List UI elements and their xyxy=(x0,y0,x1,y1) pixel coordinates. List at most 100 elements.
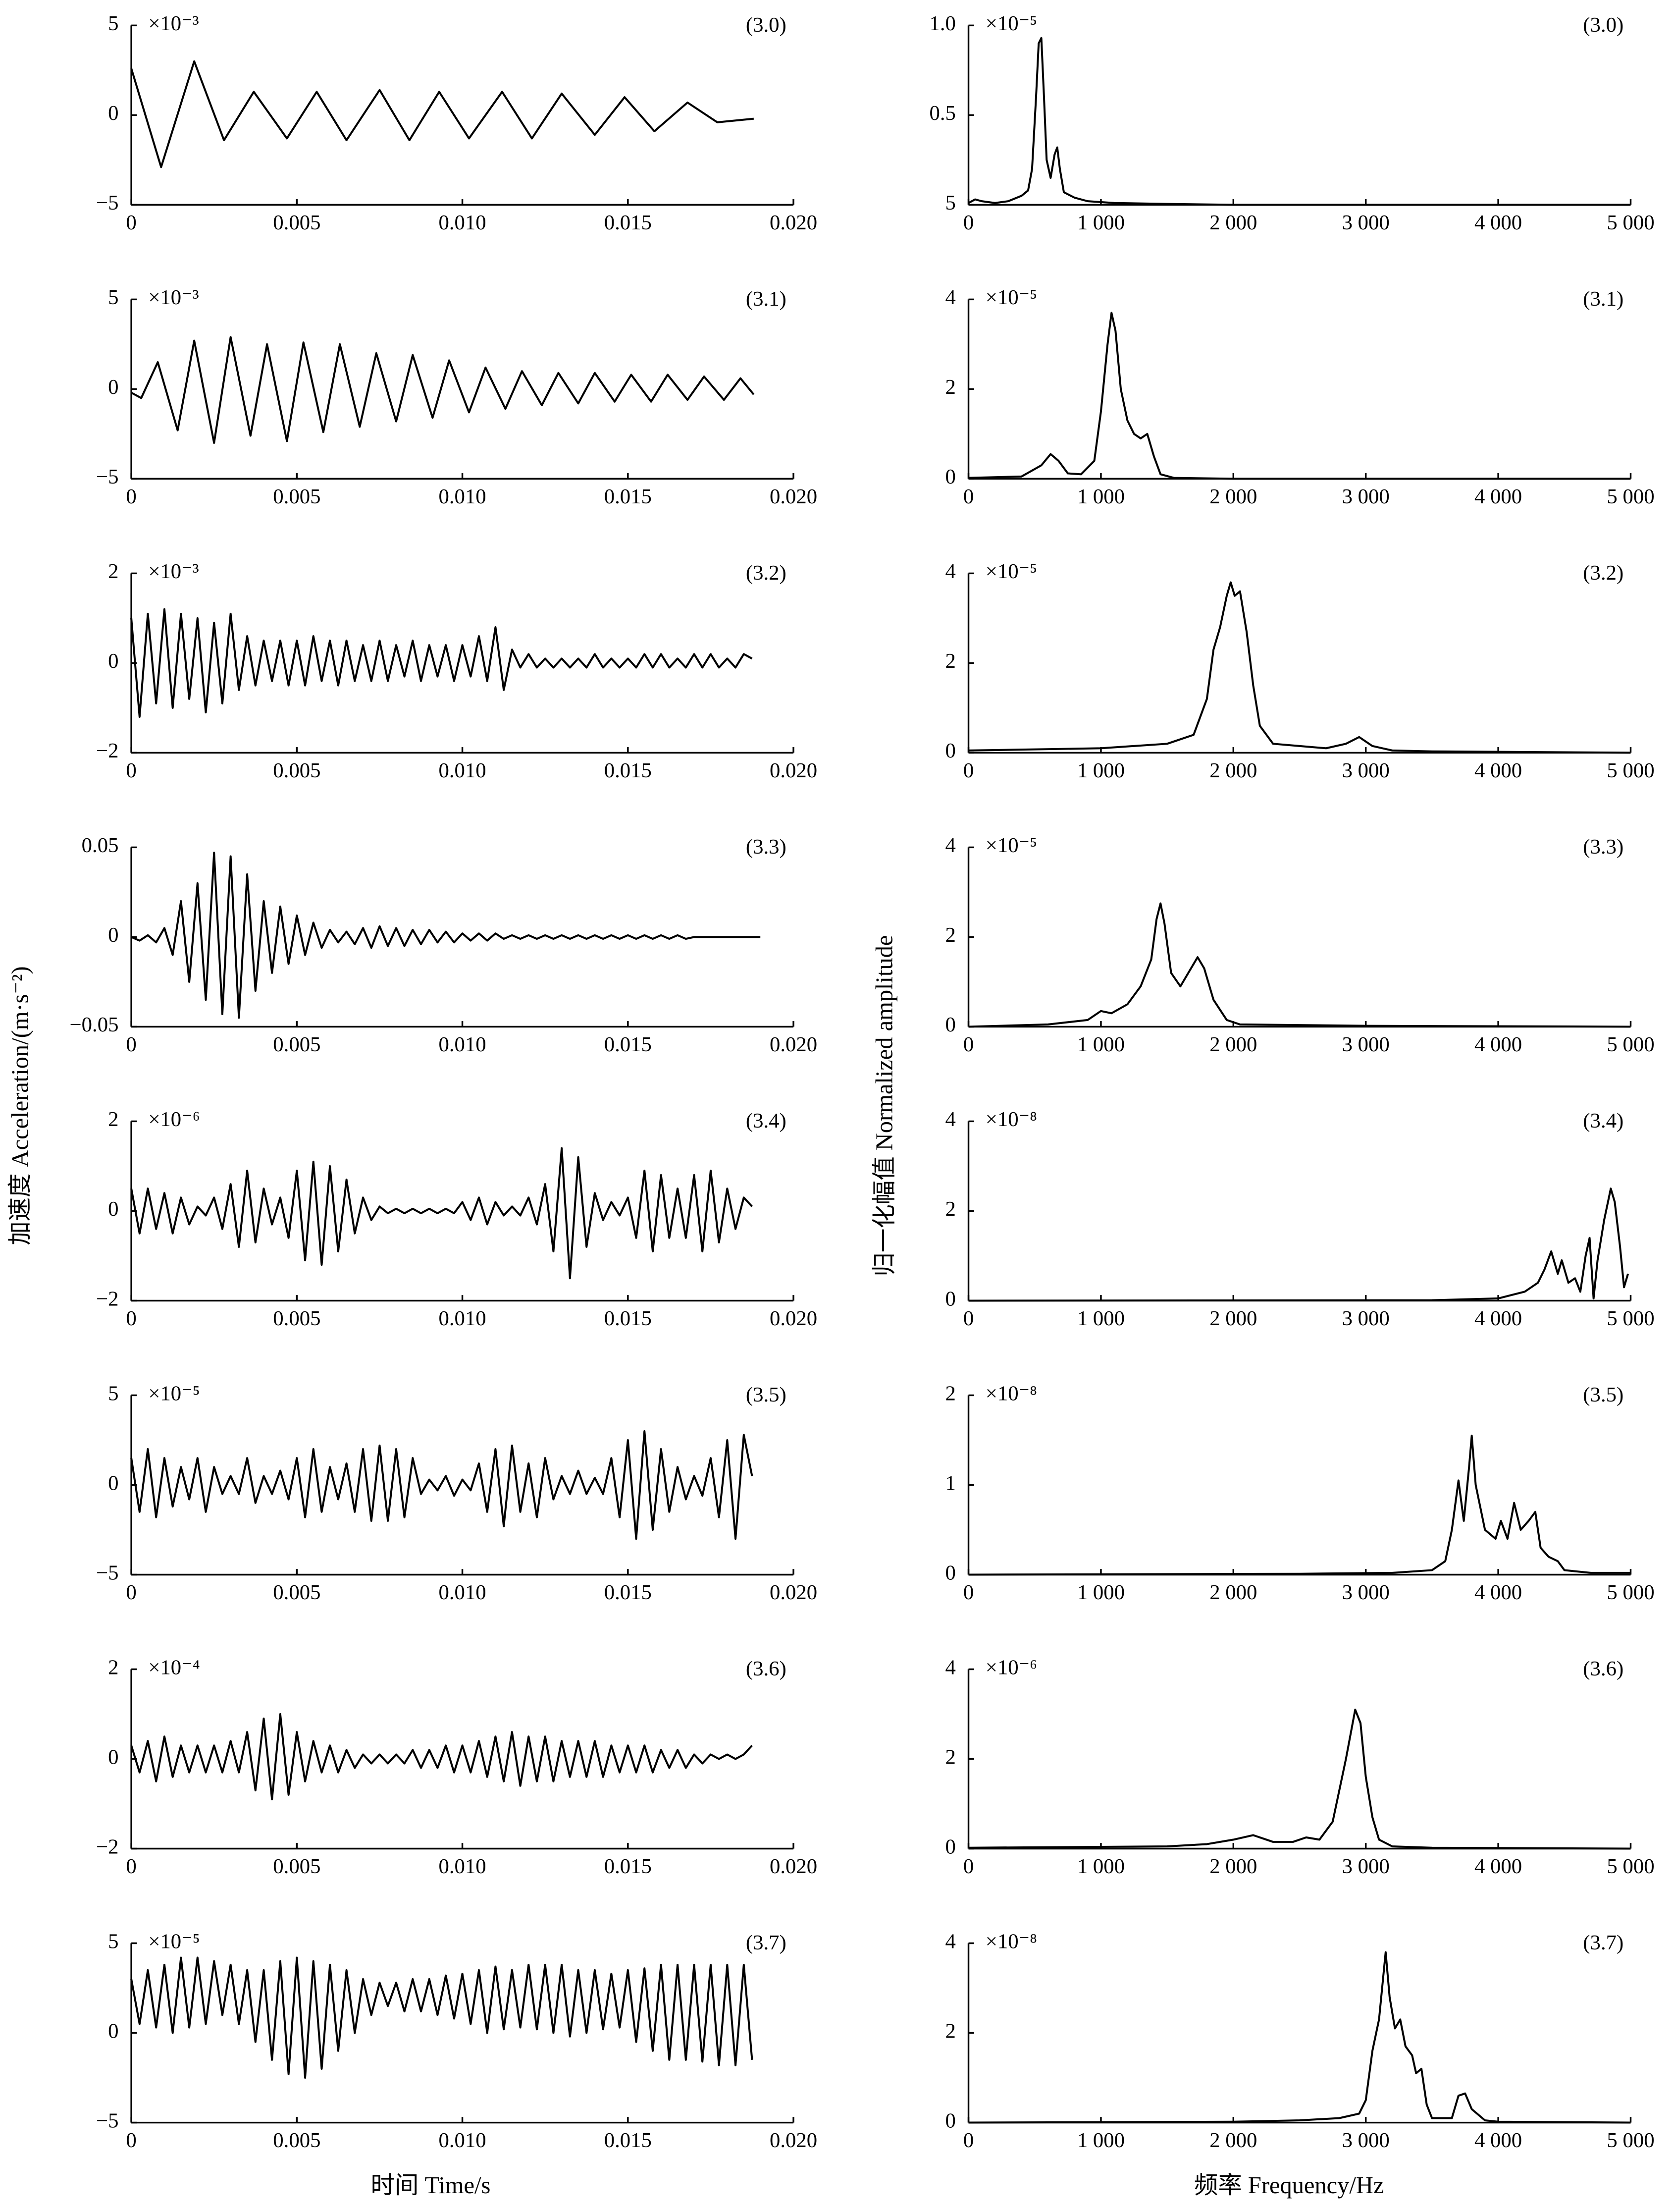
x-tick-label: 0.005 xyxy=(273,485,320,508)
multiplier: ×10⁻⁵ xyxy=(986,834,1037,857)
x-tick-label: 3 000 xyxy=(1342,2129,1390,2152)
x-tick-label: 3 000 xyxy=(1342,1855,1390,1878)
y-tick-label: 5 xyxy=(108,1382,118,1405)
x-tick-label: 1 000 xyxy=(1077,759,1125,782)
y-tick-label: 0 xyxy=(108,1471,118,1495)
x-tick-label: 4 000 xyxy=(1474,1033,1522,1056)
x-tick-label: 2 000 xyxy=(1209,485,1257,508)
multiplier: ×10⁻⁸ xyxy=(986,1108,1037,1131)
panel-label: (3.5) xyxy=(746,1383,786,1406)
y-tick-label: 0 xyxy=(108,102,118,125)
x-tick-label: 0.010 xyxy=(438,1033,486,1056)
y-tick-label: 2 xyxy=(945,1382,956,1405)
x-tick-label: 3 000 xyxy=(1342,1307,1390,1330)
panel-label: (3.2) xyxy=(1583,561,1623,585)
x-tick-label: 0.020 xyxy=(770,759,817,782)
x-tick-label: 0.005 xyxy=(273,1307,320,1330)
x-tick-label: 0 xyxy=(126,759,136,782)
y-tick-label: 0 xyxy=(108,649,118,673)
x-tick-label: 0.010 xyxy=(438,2129,486,2152)
multiplier: ×10⁻⁸ xyxy=(986,1382,1037,1405)
y-tick-label: −5 xyxy=(96,465,118,488)
panel-label: (3.6) xyxy=(1583,1657,1623,1680)
signal-line xyxy=(968,1187,1629,1302)
x-tick-label: 0 xyxy=(963,1581,974,1604)
x-tick-label: 1 000 xyxy=(1077,1855,1125,1878)
y-tick-label: 0.05 xyxy=(82,834,119,857)
x-tick-label: 3 000 xyxy=(1342,759,1390,782)
y-tick-label: 5 xyxy=(108,286,118,309)
x-tick-label: 0.005 xyxy=(273,211,320,234)
y-tick-label: 2 xyxy=(945,2019,956,2043)
y-tick-label: 2 xyxy=(108,1656,118,1679)
x-tick-label: 0.005 xyxy=(273,759,320,782)
y-tick-label: −5 xyxy=(96,1561,118,1584)
y-tick-label: −5 xyxy=(96,2109,118,2132)
x-tick-label: 1 000 xyxy=(1077,1307,1125,1330)
signal-line xyxy=(131,852,761,1019)
y-tick-label: 5 xyxy=(108,12,118,35)
x-tick-label: 0.010 xyxy=(438,1581,486,1604)
y-tick-label: 0 xyxy=(108,2019,118,2043)
y-tick-label: −2 xyxy=(96,1835,118,1858)
x-tick-label: 3 000 xyxy=(1342,485,1390,508)
y-tick-label: 4 xyxy=(945,1108,956,1131)
x-tick-label: 0.010 xyxy=(438,485,486,508)
x-tick-label: 0.015 xyxy=(604,1307,652,1330)
signal-line xyxy=(968,312,1631,480)
y-tick-label: 0 xyxy=(945,739,956,762)
x-tick-label: 0 xyxy=(963,2129,974,2152)
x-tick-label: 2 000 xyxy=(1209,759,1257,782)
x-tick-label: 2 000 xyxy=(1209,1581,1257,1604)
x-tick-label: 5 000 xyxy=(1607,485,1654,508)
y-tick-label: 2 xyxy=(945,649,956,673)
x-tick-label: 2 000 xyxy=(1209,2129,1257,2152)
panel-label: (3.4) xyxy=(1583,1109,1623,1133)
y-tick-label: 2 xyxy=(108,1108,118,1131)
x-tick-label: 0.015 xyxy=(604,759,652,782)
y-tick-label: 1 xyxy=(945,1471,956,1495)
x-tick-label: 5 000 xyxy=(1607,1307,1654,1330)
x-tick-label: 4 000 xyxy=(1474,1855,1522,1878)
x-tick-label: 5 000 xyxy=(1607,1581,1654,1604)
y-tick-label: 4 xyxy=(945,560,956,583)
y-tick-label: −0.05 xyxy=(70,1013,119,1036)
x-tick-label: 0.005 xyxy=(273,1581,320,1604)
signal-line xyxy=(130,60,754,168)
x-tick-label: 4 000 xyxy=(1474,1581,1522,1604)
x-tick-label: 5 000 xyxy=(1607,1033,1654,1056)
x-tick-label: 0 xyxy=(963,485,974,508)
panel-label: (3.5) xyxy=(1583,1383,1623,1406)
y-tick-label: 2 xyxy=(945,376,956,399)
y-tick-label: 0 xyxy=(108,1197,118,1221)
x-tick-label: 0 xyxy=(963,1307,974,1330)
signal-line xyxy=(968,1951,1631,2124)
panel-label: (3.0) xyxy=(1583,13,1623,37)
x-tick-label: 0.015 xyxy=(604,1855,652,1878)
panel-label: (3.0) xyxy=(746,13,786,37)
signal-line xyxy=(968,37,1631,206)
signal-line xyxy=(130,1713,753,1800)
multiplier: ×10⁻⁶ xyxy=(148,1108,200,1131)
signal-line xyxy=(130,608,753,718)
x-tick-label: 0.005 xyxy=(273,2129,320,2152)
y-tick-label: 0 xyxy=(945,1835,956,1858)
x-tick-label: 0.020 xyxy=(770,1033,817,1056)
y-tick-label: 0 xyxy=(108,1745,118,1769)
x-tick-label: 0.020 xyxy=(770,1855,817,1878)
x-tick-label: 0.015 xyxy=(604,1033,652,1056)
y-tick-label: 5 xyxy=(108,1930,118,1953)
signal-line xyxy=(130,1956,753,2079)
y-tick-label: −2 xyxy=(96,1287,118,1310)
x-tick-label: 0.020 xyxy=(770,1581,817,1604)
x-tick-label: 0.020 xyxy=(770,1307,817,1330)
signal-line xyxy=(131,336,755,444)
x-tick-label: 2 000 xyxy=(1209,1855,1257,1878)
x-tick-label: 5 000 xyxy=(1607,759,1654,782)
x-tick-label: 2 000 xyxy=(1209,211,1257,234)
multiplier: ×10⁻⁸ xyxy=(986,1930,1037,1953)
